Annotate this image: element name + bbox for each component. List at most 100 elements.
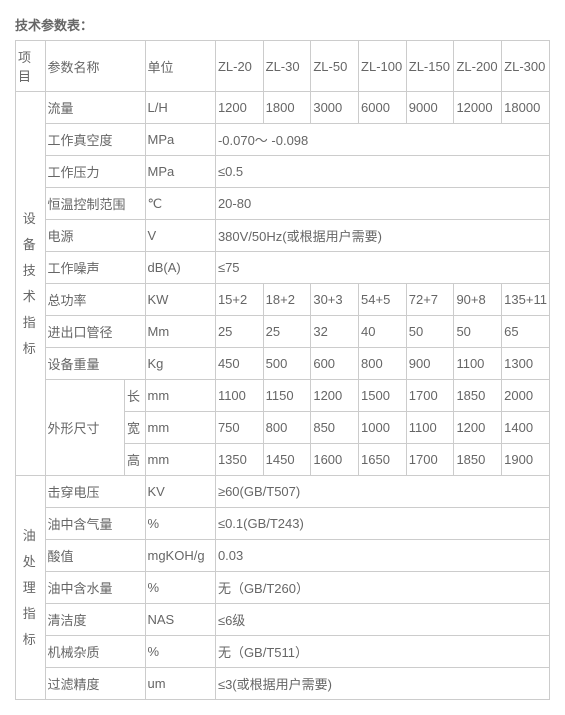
val: 无（GB/T511） — [215, 636, 549, 668]
unit: mgKOH/g — [145, 540, 215, 572]
param-name: 过滤精度 — [45, 668, 145, 700]
val: 600 — [311, 348, 359, 380]
dim-label: 高 — [125, 444, 145, 476]
section-oil: 油处理指标 — [16, 476, 46, 700]
val: 6000 — [359, 92, 407, 124]
val: 18000 — [502, 92, 550, 124]
table-row: 油中含水量 % 无（GB/T260） — [16, 572, 550, 604]
val: 1600 — [311, 444, 359, 476]
val: 800 — [359, 348, 407, 380]
spec-table: 项目 参数名称 单位 ZL-20 ZL-30 ZL-50 ZL-100 ZL-1… — [15, 40, 550, 700]
unit: % — [145, 508, 215, 540]
val: 40 — [359, 316, 407, 348]
unit: % — [145, 636, 215, 668]
dim-label: 长 — [125, 380, 145, 412]
table-row: 工作噪声 dB(A) ≤75 — [16, 252, 550, 284]
val: 25 — [263, 316, 311, 348]
val: 30+3 — [311, 284, 359, 316]
table-row: 电源 V 380V/50Hz(或根据用户需要) — [16, 220, 550, 252]
table-row: 酸值 mgKOH/g 0.03 — [16, 540, 550, 572]
val: ≥60(GB/T507) — [215, 476, 549, 508]
val: 1300 — [502, 348, 550, 380]
val: 无（GB/T260） — [215, 572, 549, 604]
val: 18+2 — [263, 284, 311, 316]
val: ≤6级 — [215, 604, 549, 636]
unit: Mm — [145, 316, 215, 348]
unit: MPa — [145, 156, 215, 188]
param-name: 进出口管径 — [45, 316, 145, 348]
val: ≤0.1(GB/T243) — [215, 508, 549, 540]
val: 1850 — [454, 444, 502, 476]
val: 1200 — [311, 380, 359, 412]
param-name: 总功率 — [45, 284, 145, 316]
header-param: 参数名称 — [45, 41, 145, 92]
val: 1100 — [406, 412, 454, 444]
val: 1400 — [502, 412, 550, 444]
table-row: 机械杂质 % 无（GB/T511） — [16, 636, 550, 668]
param-name: 恒温控制范围 — [45, 188, 145, 220]
header-unit: 单位 — [145, 41, 215, 92]
unit: ℃ — [145, 188, 215, 220]
param-name: 外形尺寸 — [45, 380, 125, 476]
val: 2000 — [502, 380, 550, 412]
val: 1850 — [454, 380, 502, 412]
val: 65 — [502, 316, 550, 348]
val: 1000 — [359, 412, 407, 444]
unit: mm — [145, 444, 215, 476]
val: 1450 — [263, 444, 311, 476]
unit: um — [145, 668, 215, 700]
val: 1100 — [215, 380, 263, 412]
param-name: 机械杂质 — [45, 636, 145, 668]
param-name: 工作压力 — [45, 156, 145, 188]
table-row: 油处理指标 击穿电压 KV ≥60(GB/T507) — [16, 476, 550, 508]
header-model: ZL-100 — [359, 41, 407, 92]
table-row: 清洁度 NAS ≤6级 — [16, 604, 550, 636]
table-row: 外形尺寸 长 mm 1100 1150 1200 1500 1700 1850 … — [16, 380, 550, 412]
table-title: 技术参数表： — [15, 15, 550, 34]
table-row: 工作压力 MPa ≤0.5 — [16, 156, 550, 188]
val: 3000 — [311, 92, 359, 124]
param-name: 流量 — [45, 92, 145, 124]
val: 135+11 — [502, 284, 550, 316]
val: 50 — [454, 316, 502, 348]
header-model: ZL-200 — [454, 41, 502, 92]
val: 12000 — [454, 92, 502, 124]
unit: Kg — [145, 348, 215, 380]
val: 54+5 — [359, 284, 407, 316]
val: 1800 — [263, 92, 311, 124]
table-row: 设备技术指标 流量 L/H 1200 1800 3000 6000 9000 1… — [16, 92, 550, 124]
table-row: 油中含气量 % ≤0.1(GB/T243) — [16, 508, 550, 540]
param-name: 油中含水量 — [45, 572, 145, 604]
val: 0.03 — [215, 540, 549, 572]
param-name: 电源 — [45, 220, 145, 252]
val: 1100 — [454, 348, 502, 380]
val: ≤3(或根据用户需要) — [215, 668, 549, 700]
param-name: 酸值 — [45, 540, 145, 572]
table-row: 项目 参数名称 单位 ZL-20 ZL-30 ZL-50 ZL-100 ZL-1… — [16, 41, 550, 92]
param-name: 工作噪声 — [45, 252, 145, 284]
val: 1700 — [406, 380, 454, 412]
val: 1650 — [359, 444, 407, 476]
val: 32 — [311, 316, 359, 348]
val: 500 — [263, 348, 311, 380]
val: 72+7 — [406, 284, 454, 316]
val: 850 — [311, 412, 359, 444]
val: 900 — [406, 348, 454, 380]
header-model: ZL-20 — [215, 41, 263, 92]
dim-label: 宽 — [125, 412, 145, 444]
unit: NAS — [145, 604, 215, 636]
val: 9000 — [406, 92, 454, 124]
val: 380V/50Hz(或根据用户需要) — [215, 220, 549, 252]
val: 1200 — [454, 412, 502, 444]
val: 1200 — [215, 92, 263, 124]
val: 20-80 — [215, 188, 549, 220]
table-row: 设备重量 Kg 450 500 600 800 900 1100 1300 — [16, 348, 550, 380]
header-item: 项目 — [16, 41, 46, 92]
unit: MPa — [145, 124, 215, 156]
unit: dB(A) — [145, 252, 215, 284]
val: 50 — [406, 316, 454, 348]
param-name: 清洁度 — [45, 604, 145, 636]
table-row: 总功率 KW 15+2 18+2 30+3 54+5 72+7 90+8 135… — [16, 284, 550, 316]
val: 25 — [215, 316, 263, 348]
param-name: 油中含气量 — [45, 508, 145, 540]
